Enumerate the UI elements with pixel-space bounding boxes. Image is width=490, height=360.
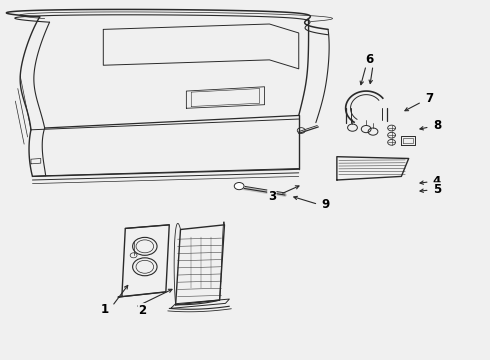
Text: 9: 9	[321, 198, 330, 211]
Text: 3: 3	[268, 190, 276, 203]
Text: 2: 2	[138, 304, 147, 317]
Circle shape	[234, 183, 244, 190]
Text: 4: 4	[433, 175, 441, 188]
Text: 7: 7	[425, 92, 433, 105]
Text: 5: 5	[433, 183, 441, 196]
Text: 1: 1	[101, 303, 109, 316]
Text: 6: 6	[366, 53, 374, 66]
Text: 8: 8	[433, 119, 441, 132]
